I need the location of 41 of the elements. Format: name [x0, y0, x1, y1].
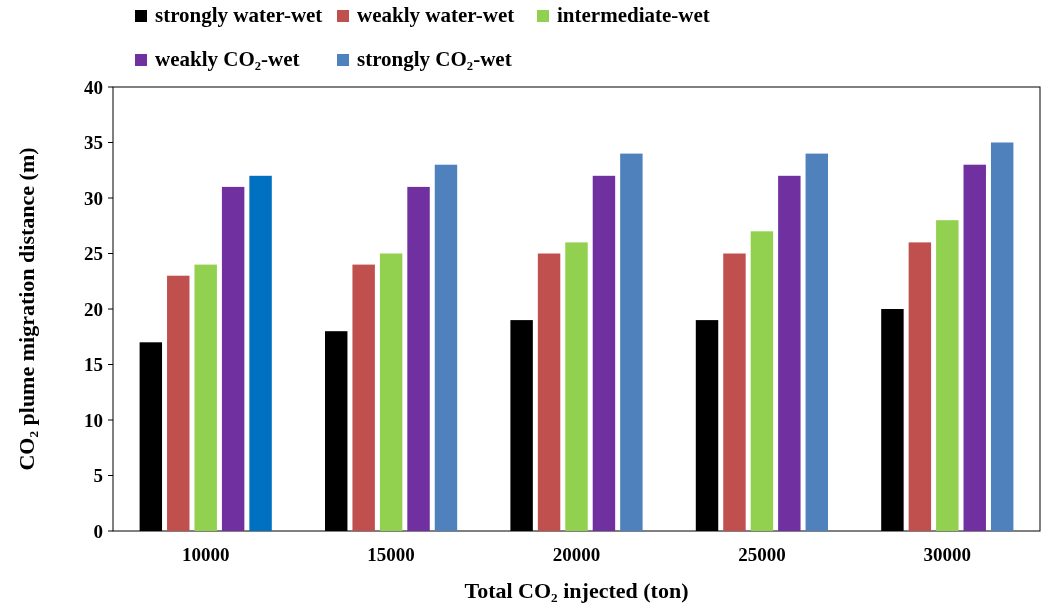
- y-tick-label: 10: [84, 409, 103, 431]
- y-tick-label: 15: [84, 354, 103, 376]
- y-tick-label: 20: [84, 298, 103, 320]
- bar: [352, 264, 375, 531]
- bar: [723, 253, 746, 531]
- legend-label: weakly CO₂-wet: [155, 47, 300, 71]
- x-tick-label: 10000: [181, 544, 230, 565]
- bar: [778, 175, 801, 531]
- bar: [194, 264, 217, 531]
- bar: [407, 186, 430, 531]
- x-tick-label: 30000: [923, 544, 972, 565]
- y-tick-label: 40: [84, 76, 103, 98]
- bar: [592, 175, 616, 531]
- bar: [565, 242, 588, 531]
- x-axis-title: Total CO₂ injected (ton): [464, 578, 689, 603]
- y-tick-label: 35: [84, 132, 103, 154]
- legend-label: strongly CO₂-wet: [357, 47, 512, 71]
- bar: [990, 142, 1014, 531]
- x-tick-label: 15000: [367, 544, 415, 565]
- y-tick-label: 5: [93, 465, 103, 487]
- legend-label: weakly water-wet: [357, 3, 515, 27]
- y-tick-label: 25: [84, 243, 103, 265]
- bar: [805, 153, 828, 531]
- bar: [936, 220, 959, 531]
- legend-label: strongly water-wet: [155, 3, 323, 27]
- bar: [620, 153, 643, 531]
- bar: [379, 253, 403, 531]
- bar: [750, 231, 774, 531]
- bar: [908, 242, 932, 531]
- bar: [434, 164, 458, 531]
- y-tick-label: 30: [84, 187, 103, 209]
- x-tick-label: 25000: [738, 544, 786, 565]
- y-tick-label: 0: [93, 520, 103, 542]
- legend-label: intermediate-wet: [557, 3, 710, 27]
- bar: [249, 175, 272, 531]
- y-axis-title: CO₂ plume migration distance (m): [14, 147, 39, 471]
- bar: [167, 275, 190, 531]
- bar: [963, 164, 986, 531]
- x-tick-label: 20000: [552, 544, 601, 565]
- bar: [537, 253, 561, 531]
- bar: [221, 186, 245, 531]
